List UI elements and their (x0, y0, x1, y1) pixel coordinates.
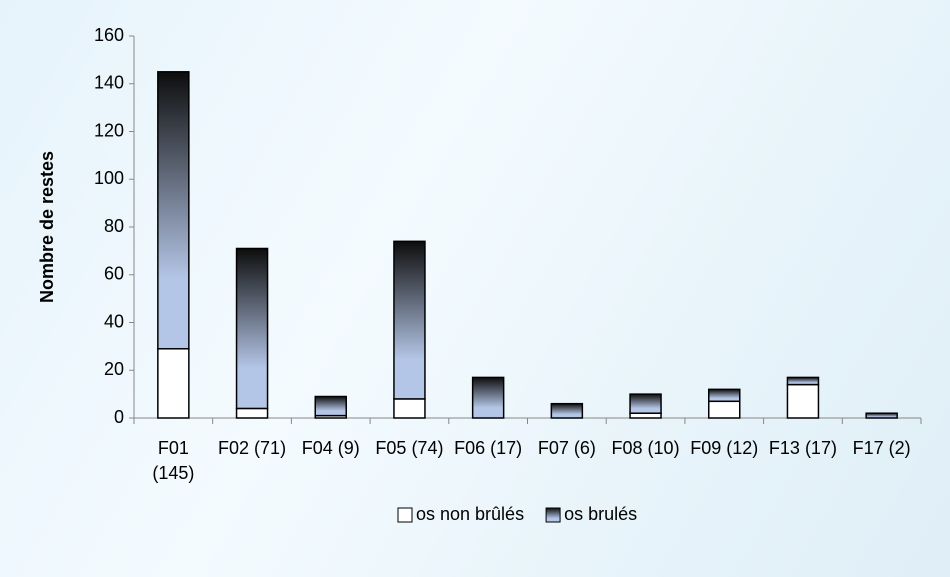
bar-segment (157, 348, 190, 419)
x-tick-label: F01 (145) (152, 438, 195, 483)
x-tick-label: F04 (9) (301, 438, 360, 458)
x-tick-label: F02 (71) (218, 438, 287, 458)
y-tick-label: 100 (94, 168, 124, 188)
y-tick-label: 60 (104, 264, 124, 284)
bar-segment (235, 407, 269, 419)
bar-segment (550, 402, 584, 419)
bar-segment (235, 247, 269, 410)
y-tick-label: 120 (94, 120, 124, 140)
bar-segment (471, 376, 505, 419)
y-tick-label: 140 (94, 73, 124, 93)
bar-segment (629, 393, 662, 414)
legend-swatch (397, 507, 413, 523)
bar-segment (393, 240, 426, 400)
bar-segment (314, 395, 347, 417)
y-tick-label: 0 (114, 407, 124, 427)
y-tick-label: 80 (104, 216, 124, 236)
bar-segment (786, 383, 820, 419)
x-tick-label: F09 (12) (690, 438, 759, 458)
x-tick-label: F05 (74) (375, 438, 444, 458)
bar-segment (157, 71, 190, 350)
y-tick-label: 160 (94, 25, 124, 45)
legend-swatch (545, 507, 561, 523)
bar-segment (865, 412, 898, 419)
x-tick-label: F13 (17) (768, 438, 837, 458)
y-tick-label: 40 (104, 311, 124, 331)
x-tick-label: F07 (6) (537, 438, 596, 458)
bar-segment (708, 388, 741, 403)
legend-label: os brulés (564, 504, 637, 524)
y-tick-label: 20 (104, 359, 124, 379)
x-tick-label: F17 (2) (852, 438, 911, 458)
legend-label: os non brûlés (416, 504, 524, 524)
bar-segment (393, 398, 426, 419)
y-axis-label: Nombre de restes (37, 151, 57, 303)
x-tick-label: F06 (17) (454, 438, 523, 458)
bar-segment (708, 400, 741, 419)
x-tick-label: F08 (10) (611, 438, 680, 458)
bar-segment (786, 376, 820, 386)
